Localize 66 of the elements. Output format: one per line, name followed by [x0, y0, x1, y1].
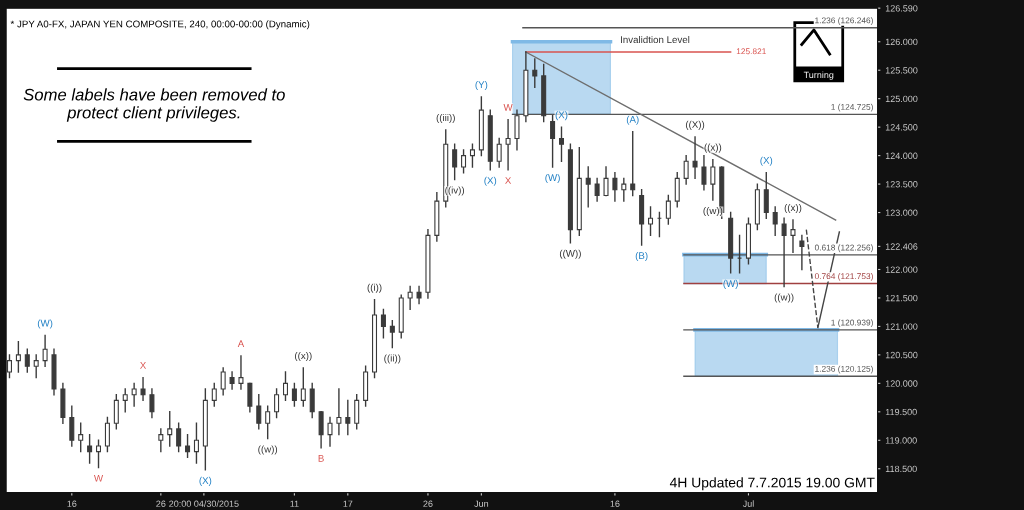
- annotation: A: [237, 340, 245, 348]
- annotation: ((w)): [703, 206, 723, 217]
- x-tick-label: 26: [156, 500, 166, 507]
- y-tick-label: 120.000: [885, 380, 918, 387]
- annotation: (W): [545, 173, 560, 184]
- annotation: B: [318, 454, 324, 462]
- annotation: ((w)): [774, 293, 794, 303]
- annotation: ((ii)): [384, 354, 401, 364]
- annotation: 4H Updated 7.7.2015 19.00 GMT: [669, 477, 875, 491]
- y-tick-label: 126.000: [885, 38, 918, 46]
- annotation: (X): [484, 176, 497, 186]
- annotation: X: [140, 362, 147, 369]
- x-tick-label: 26: [423, 500, 433, 507]
- annotation: (Y): [475, 80, 488, 91]
- y-tick-label: 120.500: [885, 351, 918, 359]
- annotation: W: [93, 474, 104, 482]
- annotation: ((X)): [685, 120, 705, 130]
- annotation: ((x)): [704, 143, 722, 153]
- x-tick-label: 20:00 04/30/2015: [169, 500, 239, 507]
- y-tick-label: 126.590: [885, 5, 918, 12]
- annotation: Some labels have been removed to protect client privileges.: [23, 88, 285, 122]
- y-tick-label: 121.500: [885, 294, 918, 302]
- x-tick-label: 16: [610, 500, 620, 507]
- x-tick-label: Jun: [474, 500, 489, 507]
- annotation: ((x)): [784, 203, 802, 213]
- annotation: W: [503, 104, 513, 111]
- y-tick-label: 125.000: [885, 95, 918, 103]
- annotation: Turning: [803, 71, 834, 80]
- annotation: ((w)): [258, 445, 278, 455]
- y-tick-label: 119.000: [885, 437, 917, 444]
- series-label: 1.236 (126.246): [815, 17, 873, 25]
- series-label: 1.236 (120.125): [815, 365, 873, 374]
- series-label: 1 (124.725): [831, 103, 873, 112]
- y-tick-label: 123.500: [885, 181, 918, 188]
- x-tick-label: 17: [343, 500, 353, 507]
- text: * JPY A0-FX, JAPAN YEN COMPOSITE, 240, 00:00-00:00 (Dynamic): [10, 20, 310, 30]
- annotation: (X): [555, 111, 568, 121]
- y-tick-label: 122.000: [885, 266, 918, 273]
- series-label: 125.821: [736, 48, 766, 55]
- annotation: ((iv)): [445, 186, 465, 196]
- annotation: ((W)): [559, 249, 581, 259]
- series-label: 0.764 (121.753): [814, 273, 873, 281]
- annotation: ((x)): [294, 351, 312, 362]
- y-tick-label: 123.000: [885, 209, 918, 216]
- annotation: ((iii)): [436, 113, 455, 124]
- annotation: (X): [760, 156, 773, 166]
- y-tick-label: 118.500: [885, 465, 917, 473]
- y-tick-label: 122.406: [885, 243, 918, 250]
- annotation: Invalidtion Level: [621, 35, 690, 44]
- annotation: (B): [635, 251, 648, 261]
- y-tick-label: 124.500: [885, 124, 918, 131]
- series-label: 1 (120.939): [831, 319, 873, 328]
- x-tick-label: Jul: [742, 500, 754, 507]
- annotation: (X): [199, 476, 212, 486]
- annotation: (W): [723, 279, 738, 289]
- series-label: 0.618 (122.256): [814, 244, 873, 253]
- y-tick-label: 125.500: [885, 67, 918, 74]
- x-tick-label: 11: [290, 500, 299, 507]
- y-tick-label: 121.000: [885, 323, 918, 330]
- annotation: (A): [626, 115, 639, 125]
- annotation: X: [505, 177, 512, 184]
- x-tick-label: 16: [67, 500, 77, 507]
- annotation: (W): [37, 319, 53, 329]
- y-tick-label: 119.500: [885, 408, 917, 416]
- annotation: ((i)): [367, 283, 382, 293]
- y-tick-label: 124.000: [885, 152, 918, 159]
